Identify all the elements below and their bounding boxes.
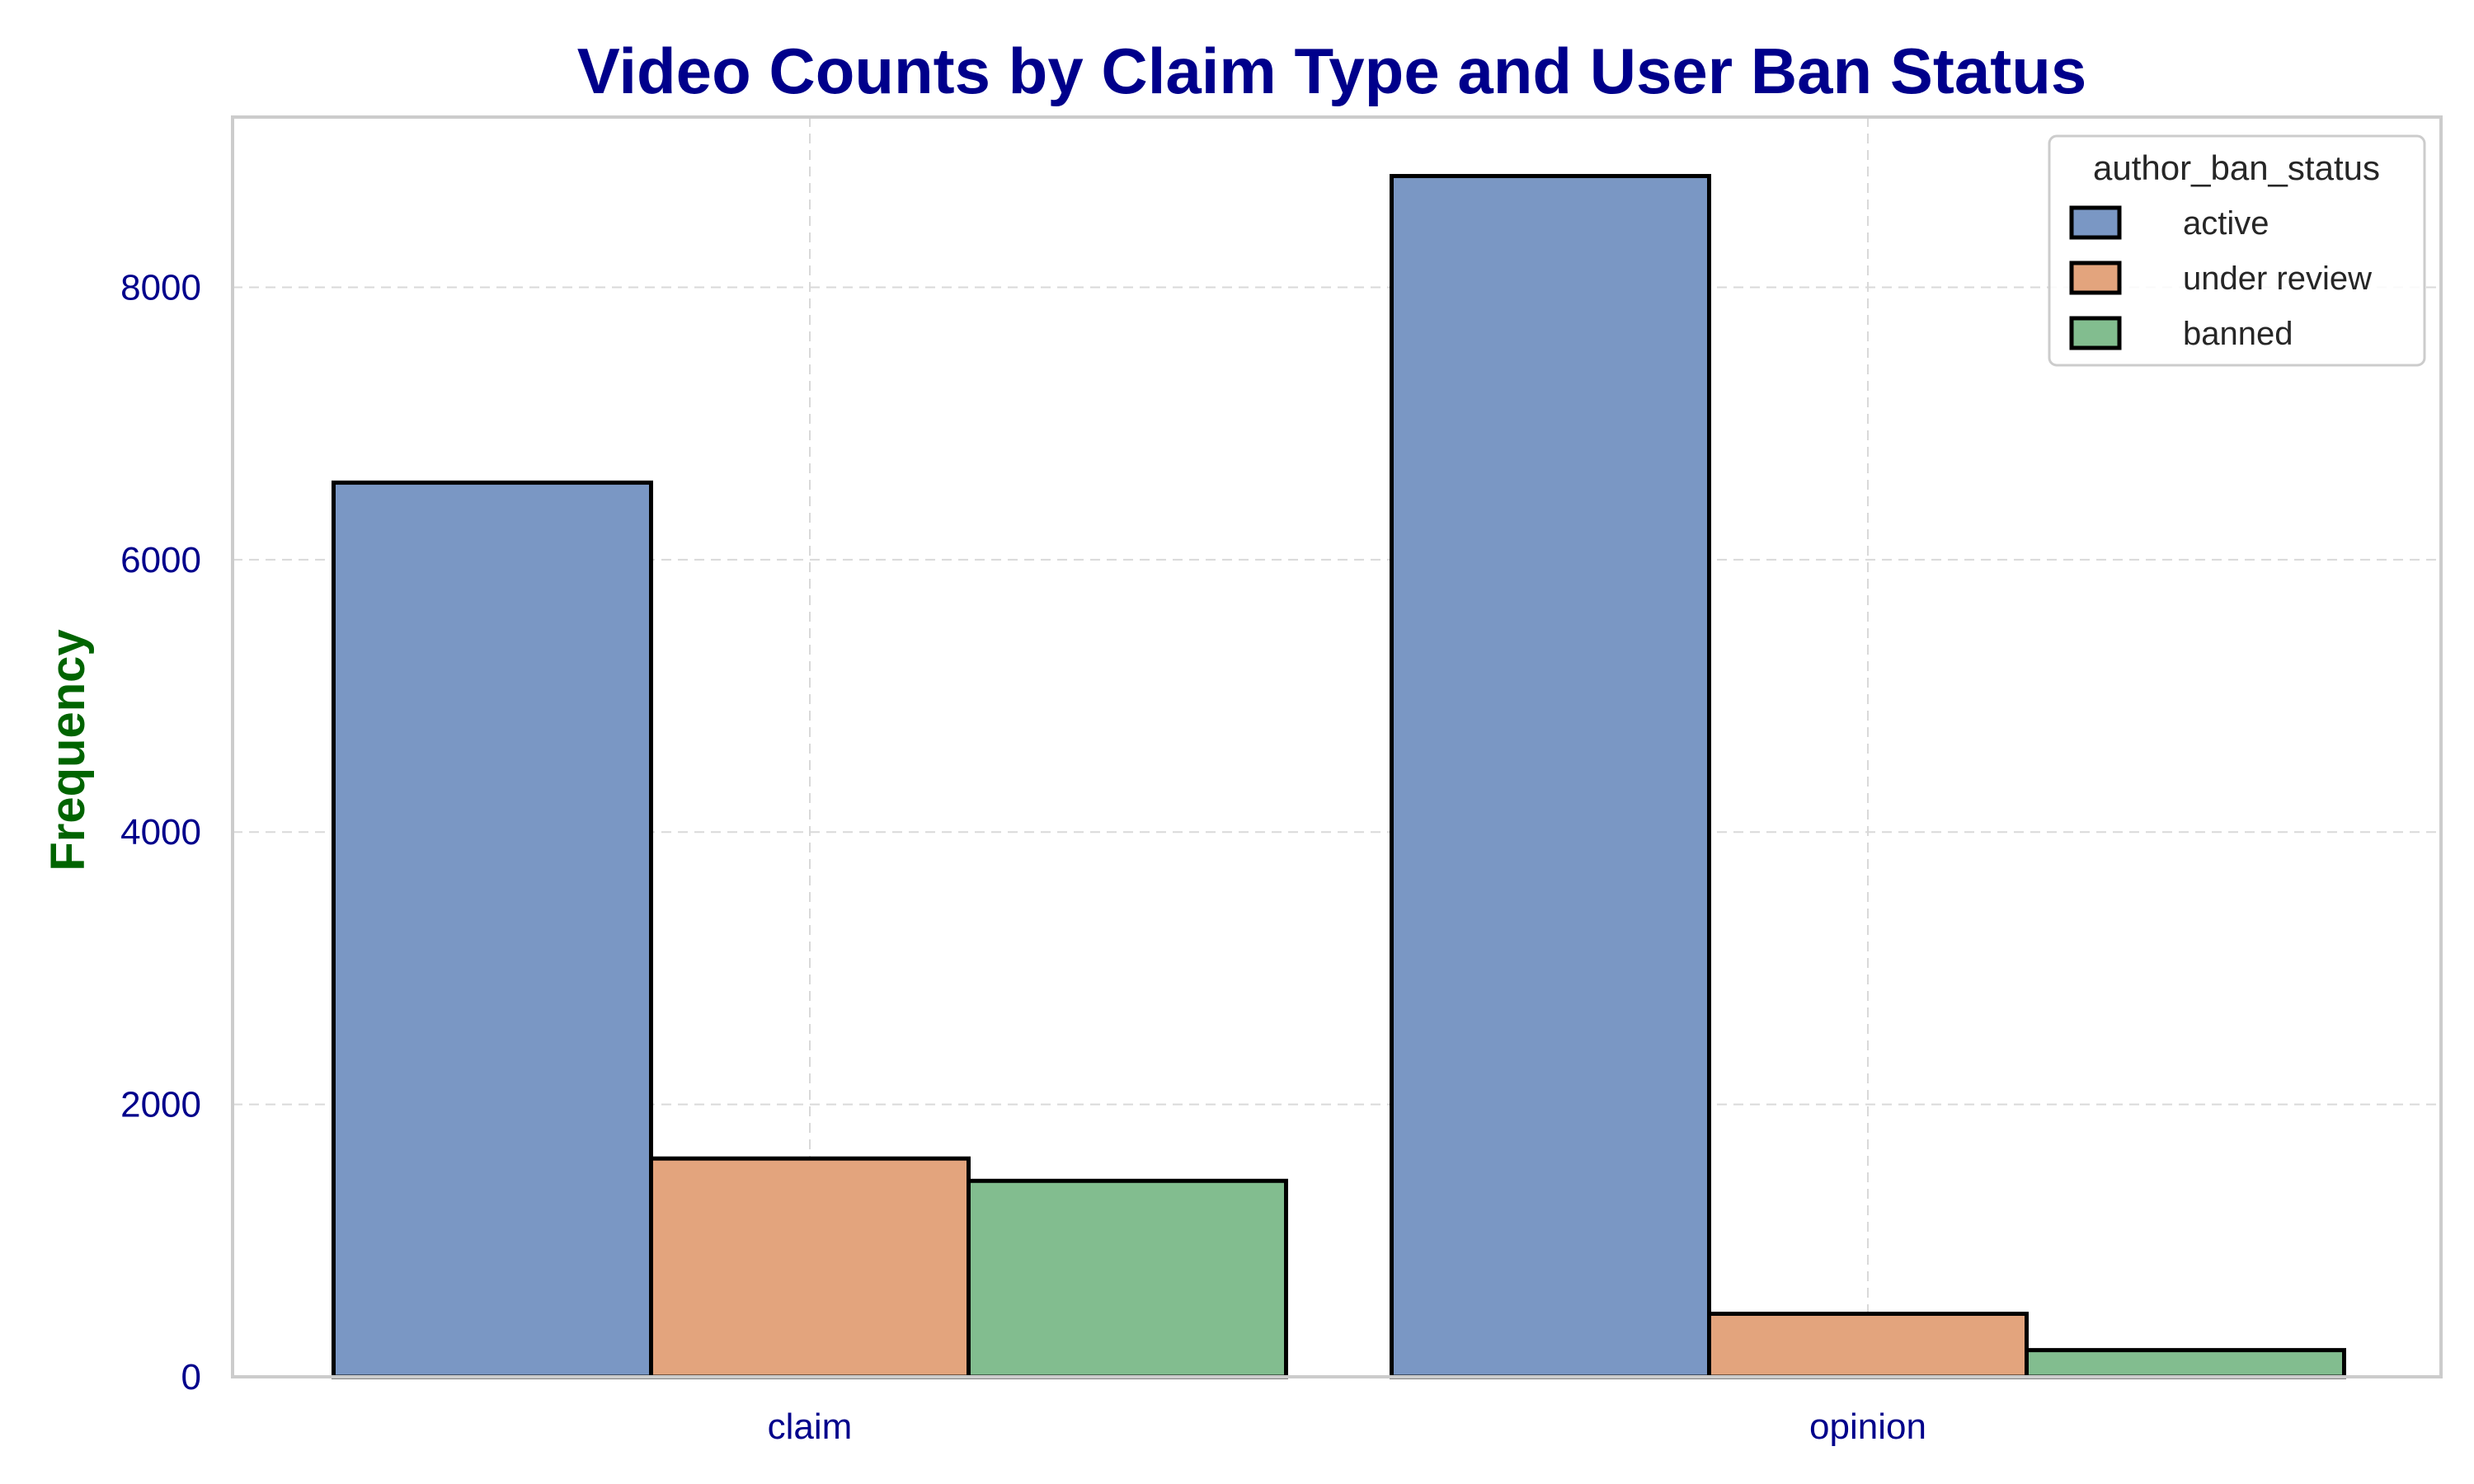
x-tick-label: claim [768,1407,853,1447]
y-tick-label: 2000 [120,1085,201,1125]
legend-swatch [2069,261,2122,295]
y-tick-label: 8000 [120,267,201,308]
bar-active-claim [332,480,653,1379]
y-tick-label: 6000 [120,540,201,580]
y-tick-label: 4000 [120,812,201,852]
legend: author_ban_status active under review bann… [2048,134,2426,367]
axis-ticks: 0 2000 4000 6000 8000 claim opinion [120,267,1926,1447]
bar-active-opinion [1390,174,1711,1379]
bar-banned-opinion [2025,1348,2346,1379]
legend-label: under review [2183,261,2372,297]
bar-under-review-claim [649,1156,971,1379]
legend-entries: active under review banned [2069,205,2372,352]
legend-label: banned [2183,316,2293,352]
x-tick-label: opinion [1809,1407,1926,1447]
legend-swatch [2069,316,2122,350]
bar-under-review-opinion [1707,1312,2029,1379]
chart-title: Video Counts by Claim Type and User Ban … [577,35,2087,107]
legend-title: author_ban_status [2093,148,2380,187]
legend-label: active [2183,205,2269,242]
bars [332,174,2346,1379]
y-axis-label: Frequency [41,629,95,871]
legend-box [2048,134,2426,367]
bar-banned-claim [967,1178,1288,1379]
legend-swatch [2069,205,2122,240]
y-tick-label: 0 [181,1357,201,1397]
plot-frame [231,115,2443,1378]
